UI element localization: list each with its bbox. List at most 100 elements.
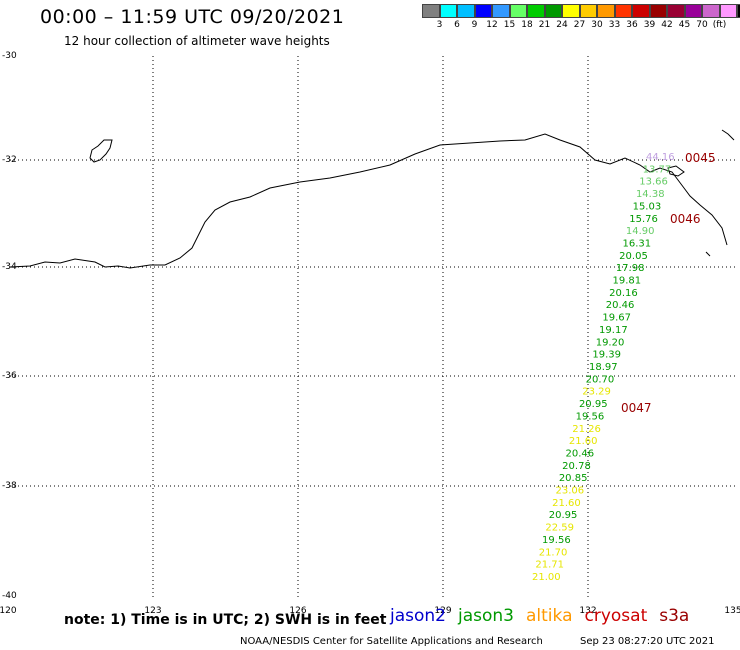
wave-height-label: 21.71 [535,560,564,571]
scale-swatch [474,4,492,18]
longitude-label: 120 [0,606,17,616]
scale-swatch [439,4,457,18]
coastline [9,133,728,269]
scale-label: 3 [436,20,443,30]
longitude-label: 126 [289,606,307,616]
wave-height-label: 20.78 [562,461,591,472]
time-tag: 0045 [685,151,716,165]
wave-height-label: 20.70 [586,374,615,385]
scale-swatch [579,4,597,18]
scale-swatch [667,4,685,18]
scale-swatch [492,4,510,18]
wave-height-label: 19.17 [599,325,628,336]
wave-height-label: 14.90 [626,226,655,237]
scale-swatch [597,4,615,18]
scale-label: 45 [678,20,691,30]
wave-height-label: 19.20 [596,337,625,348]
wave-height-label: 20.95 [579,399,608,410]
scale-label: 9 [471,20,478,30]
scale-label: 21 [538,20,551,30]
scale-swatch [684,4,702,18]
scale-label: 39 [643,20,656,30]
footer-note: note: 1) Time is in UTC; 2) SWH is in fe… [64,612,387,628]
scale-swatch [509,4,527,18]
wave-height-label: 23.06 [555,486,584,497]
satellite-jason3: jason3 [458,606,514,626]
footer-credit: NOAA/NESDIS Center for Satellite Applica… [240,636,543,647]
latitude-label: -34 [2,262,17,272]
wave-height-label: 20.05 [619,251,648,262]
scale-label: 24 [556,20,568,30]
wave-height-label: 20.46 [566,448,595,459]
scale-swatch [544,4,562,18]
wave-height-label: 15.03 [633,201,662,212]
scale-swatch [457,4,475,18]
wave-height-label: 19.67 [602,313,631,324]
satellite-altika: altika [526,606,573,626]
wave-height-label: 21.00 [532,572,561,583]
scale-label: (ft) [712,20,727,30]
wave-height-label: 15.76 [629,214,658,225]
wave-height-label: 21.70 [539,547,568,558]
longitude-label: 129 [434,606,452,616]
wave-height-label: 22.59 [545,523,574,534]
scale-swatch [649,4,667,18]
satellite-cryosat: cryosat [584,606,648,626]
wave-height-label: 20.85 [559,473,588,484]
scale-label: 15 [503,20,516,30]
wave-height-label: 20.16 [609,288,638,299]
color-scale-labels: 3 6 9 12 15 18 21 24 27 30 33 36 39 42 45 70 (ft) [422,20,740,34]
latitude-label: -38 [2,481,17,491]
longitude-label: 123 [144,606,162,616]
scale-swatch [422,4,440,18]
wave-height-label: 14.38 [636,189,665,200]
latitude-label: -32 [2,155,17,165]
wave-height-label: 20.95 [549,510,578,521]
scale-label: 36 [626,20,638,30]
latitude-label: -36 [2,371,17,381]
wave-height-label: 17.98 [616,263,645,274]
wave-height-label: 19.39 [592,350,621,361]
wave-height-label: 19.56 [542,535,571,546]
wave-height-label: 19.56 [576,411,605,422]
recherche-island [89,139,113,163]
wave-height-label: 20.46 [606,300,635,311]
tasmania-edge [705,129,735,257]
map-title: 00:00 – 11:59 UTC 09/20/2021 [40,6,345,28]
latitude-label: -40 [2,591,17,601]
scale-label: 33 [608,20,621,30]
wave-height-label: 19.81 [612,276,641,287]
scale-label: 18 [521,20,533,30]
footer-timestamp: Sep 23 08:27:20 UTC 2021 [580,636,715,647]
wave-height-label: 23.29 [582,387,611,398]
wave-height-label: 21.26 [572,424,601,435]
scale-swatch [562,4,580,18]
longitude-label: 132 [579,606,597,616]
satellite-jason2: jason2 [390,606,446,626]
scale-label: 6 [454,20,460,30]
scale-label: 12 [486,20,498,30]
grid-lines [10,56,735,600]
scale-label: 30 [591,20,603,30]
latitude-label: -30 [2,51,17,61]
wave-height-label: 18.97 [589,362,618,373]
time-tag: 0046 [670,212,701,226]
longitude-label: 135 [724,606,740,616]
scale-swatch [614,4,632,18]
scale-label: 27 [573,20,586,30]
scale-swatch [737,4,740,18]
map-subtitle: 12 hour collection of altimeter wave hei… [64,34,330,48]
scale-swatch [702,4,720,18]
kangaroo-island [667,165,685,177]
satellite-s3a: s3a [659,606,690,626]
time-tag: 0047 [621,401,652,415]
scale-swatch [632,4,650,18]
wave-height-label: 13.77 [643,164,672,175]
wave-height-label: 13.66 [639,177,668,188]
wave-height-label: 21.60 [552,498,581,509]
scale-swatch [527,4,545,18]
wave-height-label: 21.60 [569,436,598,447]
scale-label: 70 [696,20,708,30]
